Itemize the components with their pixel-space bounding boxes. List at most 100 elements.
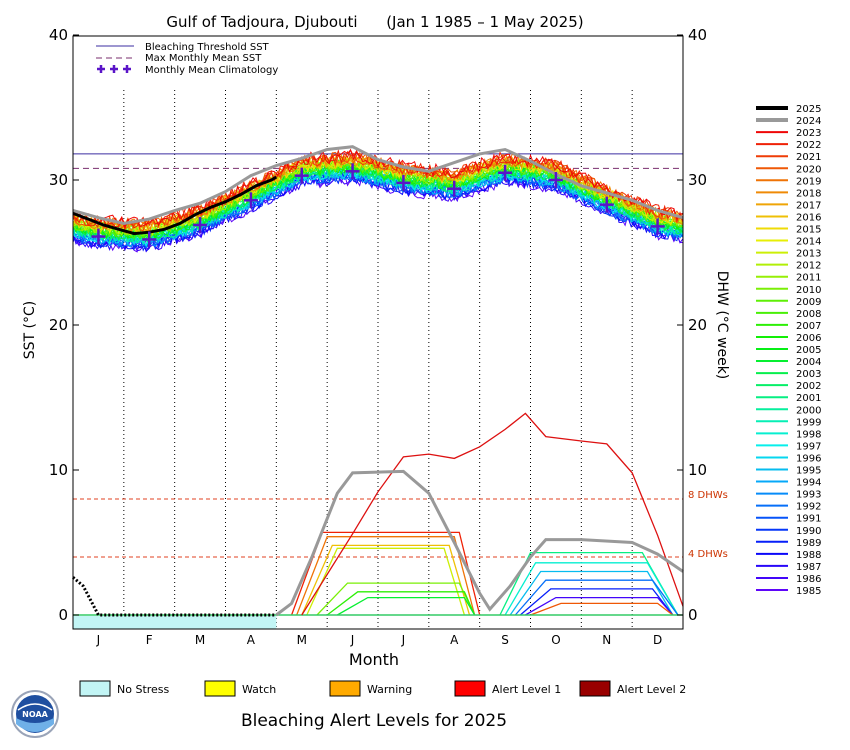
year-legend-label-2022: 2022 — [796, 140, 821, 151]
climatology-marker — [193, 216, 208, 233]
alert-legend-label: Watch — [242, 683, 276, 696]
climatology-marker — [396, 174, 411, 191]
year-legend-label-2010: 2010 — [796, 285, 821, 296]
y-tick-label-right: 0 — [688, 606, 698, 624]
year-legend-label-2014: 2014 — [796, 237, 821, 248]
year-legend-label-1986: 1986 — [796, 574, 821, 585]
year-legend-label-2000: 2000 — [796, 405, 821, 416]
alert-legend-label: Alert Level 2 — [617, 683, 686, 696]
y-tick-label-left: 0 — [58, 606, 68, 624]
year-legend-label-2025: 2025 — [796, 104, 821, 115]
x-tick-label: O — [551, 633, 560, 647]
plot-frame — [72, 35, 684, 630]
alert-legend-label: No Stress — [117, 683, 170, 696]
year-legend: 2025202420232022202120202019201820172016… — [756, 104, 821, 597]
chart-title: Gulf of Tadjoura, Djubouti (Jan 1 1985 –… — [166, 13, 583, 31]
year-legend-label-2020: 2020 — [796, 164, 821, 175]
footer-title: Bleaching Alert Levels for 2025 — [241, 711, 507, 731]
y-axis-left-label: SST (°C) — [22, 301, 38, 359]
year-legend-label-2008: 2008 — [796, 309, 821, 320]
year-legend-label-1994: 1994 — [796, 478, 821, 489]
highlight-series — [72, 145, 684, 617]
year-legend-label-2018: 2018 — [796, 188, 821, 199]
year-legend-label-2023: 2023 — [796, 128, 821, 139]
y-tick-label-left: 20 — [49, 316, 68, 334]
alert-legend-swatch — [329, 680, 361, 697]
year-legend-label-2004: 2004 — [796, 357, 821, 368]
year-legend-label-1999: 1999 — [796, 417, 821, 428]
year-legend-label-2009: 2009 — [796, 297, 821, 308]
year-legend-label-1987: 1987 — [796, 562, 821, 573]
year-legend-label-1990: 1990 — [796, 526, 821, 537]
x-tick-label: A — [450, 633, 459, 647]
dhw-line-historical — [301, 544, 471, 616]
x-tick-label: F — [146, 633, 153, 647]
dhw-8-label: 8 DHWs — [688, 490, 728, 501]
year-legend-label-1991: 1991 — [796, 514, 821, 525]
year-legend-label-2015: 2015 — [796, 225, 821, 236]
x-tick-label: J — [401, 633, 406, 647]
year-legend-label-1996: 1996 — [796, 453, 821, 464]
legend-climatology-crosses — [97, 65, 131, 73]
alert-legend-swatch — [579, 680, 611, 697]
y-tick-label-left: 30 — [49, 171, 68, 189]
dhw-line-historical — [326, 591, 476, 616]
legend-bleaching-threshold: Bleaching Threshold SST — [145, 42, 270, 53]
y-tick-label-right: 30 — [688, 171, 707, 189]
alert-legend-label: Alert Level 1 — [492, 683, 561, 696]
year-legend-label-1993: 1993 — [796, 490, 821, 501]
sst-line-1998 — [72, 164, 684, 245]
climatology-marker — [345, 163, 360, 180]
year-legend-label-1992: 1992 — [796, 502, 821, 513]
year-legend-label-1988: 1988 — [796, 550, 821, 561]
y-tick-label-right: 40 — [688, 26, 707, 44]
year-legend-label-2003: 2003 — [796, 369, 821, 380]
sst-line-2025 — [72, 175, 278, 236]
x-tick-label: D — [653, 633, 662, 647]
y-axis-right-label: DHW (°C week) — [714, 271, 730, 380]
year-legend-label-2012: 2012 — [796, 261, 821, 272]
year-legend-label-1985: 1985 — [796, 586, 821, 597]
dhw-line-2024 — [275, 469, 684, 617]
noaa-logo: NOAA — [11, 690, 59, 738]
alert-legend-swatch — [204, 680, 236, 697]
x-tick-label: M — [297, 633, 307, 647]
year-legend-label-1989: 1989 — [796, 538, 821, 549]
climatology-markers — [91, 163, 665, 248]
alert-strip-segment — [73, 616, 277, 629]
dhw-line-historical — [525, 596, 674, 616]
climatology-marker — [447, 180, 462, 197]
x-tick-label: A — [247, 633, 256, 647]
alert-level-legend: No Stress Watch Warning Alert Level 1 Alert … — [79, 680, 686, 697]
y-axis-left: 0 10 20 30 40 — [49, 26, 79, 624]
noaa-logo-text: NOAA — [22, 710, 48, 719]
year-legend-label-2006: 2006 — [796, 333, 821, 344]
dhw-line-historical — [504, 562, 679, 616]
alert-strip — [73, 616, 277, 629]
year-legend-label-2013: 2013 — [796, 249, 821, 260]
y-tick-label-right: 10 — [688, 461, 707, 479]
year-legend-label-2016: 2016 — [796, 212, 821, 223]
climatology-marker — [599, 196, 614, 213]
year-legend-label-2002: 2002 — [796, 381, 821, 392]
sst-line-2024 — [72, 145, 684, 226]
dhw-line-historical — [530, 602, 674, 616]
x-tick-label: J — [96, 633, 101, 647]
alert-legend-swatch — [454, 680, 486, 697]
dhw-line-2023 — [301, 412, 684, 616]
year-legend-label-2001: 2001 — [796, 393, 821, 404]
sst-line-2016 — [72, 153, 684, 234]
year-legend-label-2017: 2017 — [796, 200, 821, 211]
x-tick-label: N — [602, 633, 611, 647]
y-tick-label-right: 20 — [688, 316, 707, 334]
climatology-marker — [91, 228, 106, 245]
year-legend-label-2021: 2021 — [796, 152, 821, 163]
year-legend-label-2005: 2005 — [796, 345, 821, 356]
dhw-line-historical — [336, 596, 476, 616]
alert-legend-swatch — [79, 680, 111, 697]
y-tick-label-left: 40 — [49, 26, 68, 44]
x-tick-label: S — [501, 633, 509, 647]
year-legend-label-1998: 1998 — [796, 429, 821, 440]
